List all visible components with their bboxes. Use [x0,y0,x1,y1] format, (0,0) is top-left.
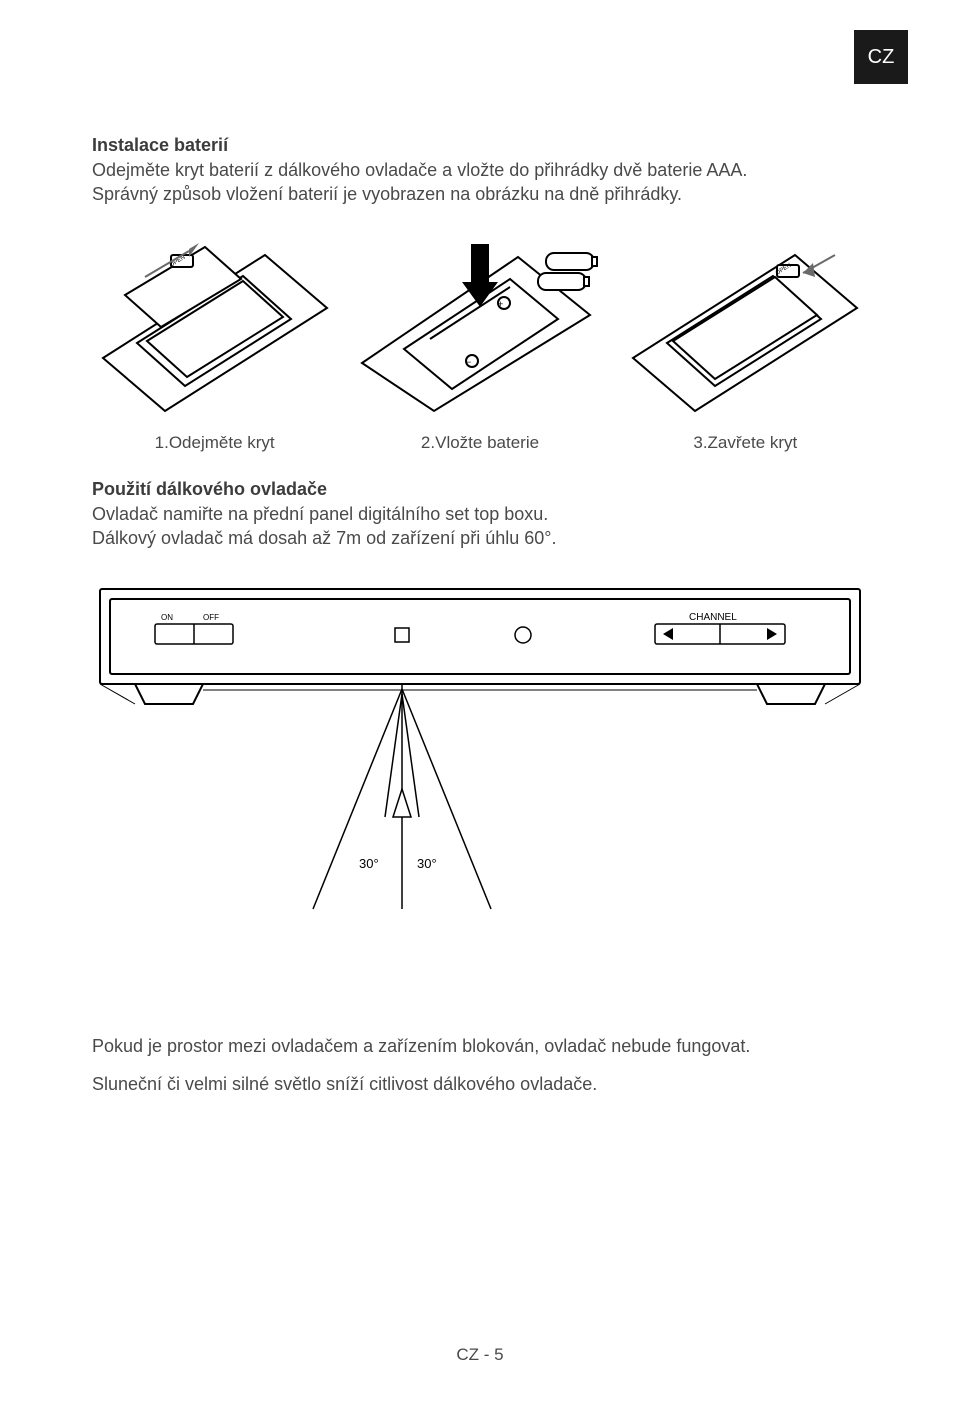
bottom-p2: Sluneční či velmi silné světlo sníží cit… [92,1072,868,1096]
angle-right-label: 30° [417,856,437,871]
section2-title: Použití dálkového ovladače [92,479,868,500]
bottom-p1: Pokud je prostor mezi ovladačem a zaříze… [92,1034,868,1058]
caption-row: 1.Odejměte kryt 2.Vložte baterie 3.Zavře… [92,433,868,453]
section1-title: Instalace baterií [92,135,868,156]
channel-label: CHANNEL [689,612,737,623]
stb-figure: ON OFF CHANNEL [92,584,868,944]
page-number: CZ - 5 [0,1345,960,1365]
section1-p1: Odejměte kryt baterií z dálkového ovlada… [92,158,868,182]
figure-remove-cover: OPEN [92,243,337,413]
section2-p1: Ovladač namiřte na přední panel digitáln… [92,502,868,526]
figure-insert-batteries: + − [357,243,602,413]
angle-left-label: 30° [359,856,379,871]
language-badge: CZ [854,30,908,84]
caption-2: 2.Vložte baterie [357,433,602,453]
on-label: ON [161,613,173,622]
caption-1: 1.Odejměte kryt [92,433,337,453]
section2: Použití dálkového ovladače Ovladač namiř… [92,479,868,551]
battery-figures-row: OPEN [92,243,868,413]
section1-p2: Správný způsob vložení baterií je vyobra… [92,182,868,206]
svg-text:−: − [466,357,471,367]
page-content: Instalace baterií Odejměte kryt baterií … [92,135,868,1097]
caption-3: 3.Zavřete kryt [623,433,868,453]
off-label: OFF [203,613,219,622]
section2-p2: Dálkový ovladač má dosah až 7m od zaříze… [92,526,868,550]
figure-close-cover: OPEN [623,243,868,413]
bottom-paragraphs: Pokud je prostor mezi ovladačem a zaříze… [92,1034,868,1097]
svg-text:+: + [498,299,503,309]
